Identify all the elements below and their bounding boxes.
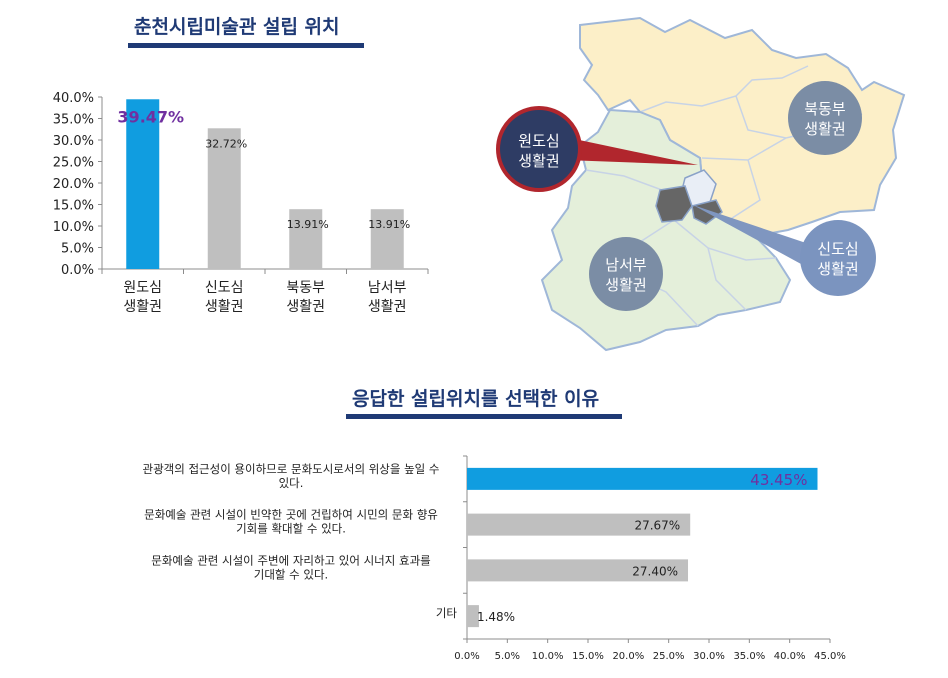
y-tick-label: 0.0% bbox=[61, 263, 94, 278]
category-label: 남서부 bbox=[368, 280, 407, 296]
region-downtown-shapes bbox=[655, 169, 723, 225]
x-tick-label: 35.0% bbox=[733, 651, 765, 662]
x-tick-label: 40.0% bbox=[774, 651, 806, 662]
x-tick-label: 15.0% bbox=[572, 651, 604, 662]
y-tick-label: 20.0% bbox=[53, 177, 94, 192]
category-label: 기타 bbox=[436, 606, 458, 620]
y-tick-label: 35.0% bbox=[53, 113, 94, 128]
bar bbox=[467, 605, 479, 628]
bar bbox=[467, 467, 818, 490]
location-bar-chart: 0.0% 5.0% 10.0% 15.0% 20.0% 25.0% 30.0% 35.0% 40… bbox=[53, 91, 429, 315]
y-tick-label: 25.0% bbox=[53, 156, 94, 171]
category-label: 관광객의 접근성이 용이하므로 문화도시로서의 위상을 높일 수 bbox=[142, 462, 439, 476]
bar-data-label: 13.91% bbox=[287, 218, 329, 231]
category-label: 문화예술 관련 시설이 빈약한 곳에 건립하여 시민의 문화 향유 bbox=[144, 508, 438, 522]
category-label: 생활권 bbox=[205, 299, 244, 315]
x-tick-label: 10.0% bbox=[532, 651, 564, 662]
y-tick-label: 15.0% bbox=[53, 199, 94, 214]
bar-data-label: 27.67% bbox=[634, 519, 680, 533]
category-label: 북동부 bbox=[286, 280, 325, 296]
y-tick-label: 10.0% bbox=[53, 220, 94, 235]
location-title-underline bbox=[128, 43, 364, 48]
y-tick-label: 5.0% bbox=[61, 242, 94, 257]
x-tick-label: 45.0% bbox=[814, 651, 846, 662]
region-northeast-shape bbox=[579, 16, 906, 238]
category-label: 원도심 bbox=[123, 280, 162, 296]
x-tick-label: 30.0% bbox=[693, 651, 725, 662]
bar-data-label: 1.48% bbox=[477, 610, 515, 624]
category-label: 생활권 bbox=[368, 299, 407, 315]
y-tick-label: 40.0% bbox=[53, 91, 94, 106]
category-label: 기회를 확대할 수 있다. bbox=[236, 522, 346, 536]
x-tick-label: 5.0% bbox=[495, 651, 520, 662]
reason-title-underline bbox=[346, 414, 622, 419]
chuncheon-map bbox=[540, 16, 906, 352]
category-label: 생활권 bbox=[286, 299, 325, 315]
reason-chart-title: 응답한 설립위치를 선택한 이유 bbox=[352, 388, 600, 410]
category-label: 문화예술 관련 시설이 주변에 자리하고 있어 시너지 효과를 bbox=[151, 553, 431, 567]
category-label: 기대할 수 있다. bbox=[254, 567, 328, 581]
bar-data-label: 39.47% bbox=[117, 107, 184, 126]
x-tick-label: 20.0% bbox=[612, 651, 644, 662]
bar bbox=[207, 128, 241, 269]
category-label: 있다. bbox=[279, 476, 304, 490]
x-tick-label: 0.0% bbox=[454, 651, 479, 662]
bar bbox=[467, 559, 689, 582]
bar-data-label: 32.72% bbox=[205, 137, 247, 150]
y-tick-label: 30.0% bbox=[53, 134, 94, 149]
location-chart-title: 춘천시립미술관 설립 위치 bbox=[134, 16, 340, 38]
category-label: 생활권 bbox=[123, 299, 162, 315]
bar bbox=[126, 99, 160, 270]
bar bbox=[370, 209, 404, 269]
bar bbox=[467, 513, 691, 536]
x-tick-label: 25.0% bbox=[653, 651, 685, 662]
reason-bar-chart: 0.0% 5.0% 10.0% 15.0% 20.0% 25.0% 30.0% 35.0% 40… bbox=[142, 455, 846, 662]
category-label: 신도심 bbox=[205, 280, 244, 296]
bar-data-label: 27.40% bbox=[632, 564, 678, 578]
bar-data-label: 43.45% bbox=[750, 471, 807, 489]
bar-data-label: 13.91% bbox=[368, 218, 410, 231]
bar bbox=[289, 209, 323, 269]
